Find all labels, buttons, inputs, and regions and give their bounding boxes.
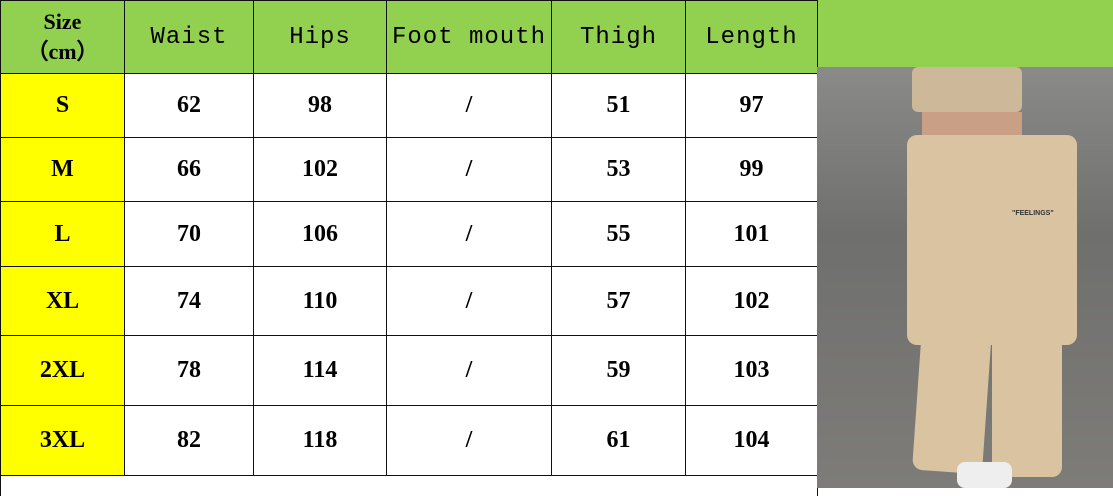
cell-size: L (0, 201, 125, 267)
table-row: S 62 98/51 97 (0, 73, 818, 138)
cell-thigh: 59 (551, 335, 686, 406)
cell-waist: 66 (124, 137, 254, 202)
cell-length: 97 (685, 73, 818, 138)
cell-waist: 70 (124, 201, 254, 267)
cell-waist: 62 (124, 73, 254, 138)
cell-hips: 110 (253, 266, 387, 336)
cell-thigh: 55 (551, 201, 686, 267)
size-label: Size (43, 9, 82, 34)
cell-hips: 106 (253, 201, 387, 267)
right-leg (992, 317, 1062, 477)
cell-thigh: 57 (551, 266, 686, 336)
cell-size: XL (0, 266, 125, 336)
header-row: Size （cm） Waist Hips Foot mouth Thigh Len… (0, 0, 818, 74)
size-chart-table: Size （cm） Waist Hips Foot mouth Thigh Len… (0, 0, 818, 496)
header-waist: Waist (124, 0, 254, 74)
cell-thigh: 61 (551, 405, 686, 476)
table-row: L 70 106/55 101 (0, 201, 818, 267)
cell-length: 102 (685, 266, 818, 336)
header-hips: Hips (253, 0, 387, 74)
pants-body (907, 135, 1077, 345)
cell-hips: 98 (253, 73, 387, 138)
header-band (817, 0, 1113, 67)
product-photo: "FEELINGS" (817, 67, 1113, 488)
cell-foot-mouth: / (386, 201, 552, 267)
cell-length: 103 (685, 335, 818, 406)
cell-hips: 114 (253, 335, 387, 406)
table-row: M 66 102/53 99 (0, 137, 818, 202)
cell-thigh: 51 (551, 73, 686, 138)
footer-cell (0, 475, 818, 496)
sneaker (957, 462, 1012, 488)
cell-thigh: 53 (551, 137, 686, 202)
cell-length: 99 (685, 137, 818, 202)
midriff (922, 112, 1022, 137)
cell-length: 101 (685, 201, 818, 267)
cell-foot-mouth: / (386, 405, 552, 476)
cell-size: 2XL (0, 335, 125, 406)
cell-foot-mouth: / (386, 73, 552, 138)
cell-size: 3XL (0, 405, 125, 476)
cell-length: 104 (685, 405, 818, 476)
cell-hips: 118 (253, 405, 387, 476)
cell-size: M (0, 137, 125, 202)
cell-waist: 82 (124, 405, 254, 476)
cell-hips: 102 (253, 137, 387, 202)
cell-foot-mouth: / (386, 266, 552, 336)
table-row: 2XL 78 114/59 103 (0, 335, 818, 406)
cell-size: S (0, 73, 125, 138)
table-row: XL 74 110/57 102 (0, 266, 818, 336)
left-leg (912, 324, 992, 475)
table-row: 3XL 82 118/61 104 (0, 405, 818, 476)
cell-waist: 74 (124, 266, 254, 336)
cell-foot-mouth: / (386, 335, 552, 406)
header-foot-mouth: Foot mouth (386, 0, 552, 74)
header-thigh: Thigh (551, 0, 686, 74)
header-size: Size （cm） (0, 0, 125, 74)
pants-print: "FEELINGS" (1012, 210, 1054, 217)
crop-top (912, 67, 1022, 112)
unit-label: （cm） (26, 39, 99, 64)
cell-foot-mouth: / (386, 137, 552, 202)
footer-row (0, 475, 818, 496)
header-length: Length (685, 0, 818, 74)
cell-waist: 78 (124, 335, 254, 406)
